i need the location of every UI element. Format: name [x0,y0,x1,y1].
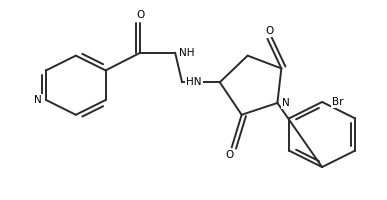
Text: NH: NH [179,48,195,58]
Text: O: O [226,150,234,160]
Text: HN: HN [186,77,202,87]
Text: O: O [265,26,274,36]
Text: N: N [283,98,290,108]
Text: N: N [34,95,42,105]
Text: Br: Br [332,97,344,107]
Text: O: O [136,10,144,20]
